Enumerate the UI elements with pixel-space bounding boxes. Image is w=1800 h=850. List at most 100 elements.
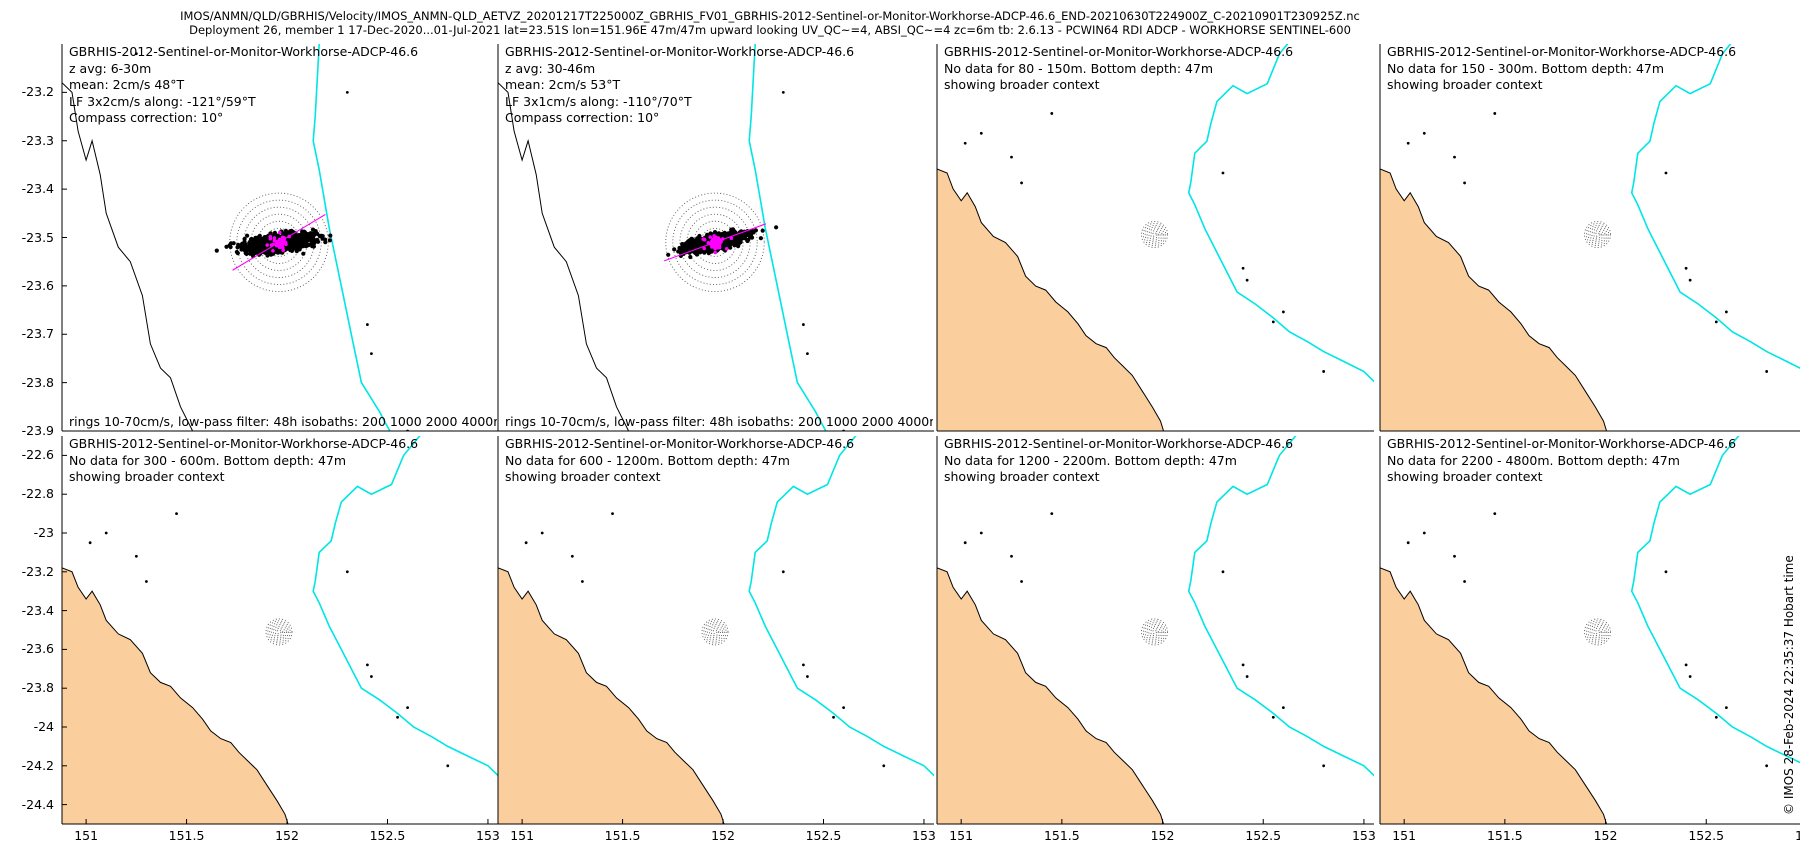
panel-8: GBRHIS-2012-Sentinel-or-Monitor-Workhors… (1379, 436, 1800, 843)
speed-ring-5 (705, 622, 725, 642)
island-8 (540, 531, 544, 535)
scatter-point (255, 239, 260, 244)
island-9 (144, 580, 148, 583)
scatter-point (688, 254, 693, 260)
scatter-point (725, 231, 730, 236)
x-tick-label: 152 (275, 828, 299, 843)
map-layer (498, 436, 934, 824)
scatter-point (666, 252, 671, 257)
speed-ring-5 (1144, 622, 1165, 642)
speed-ring-6 (1585, 222, 1610, 247)
y-tick-label: -23.9 (21, 423, 54, 438)
y-tick-label: -22.6 (21, 447, 54, 463)
island-0 (1406, 141, 1410, 145)
panel-info-line-1: No data for 80 - 150m. Bottom depth: 47m (944, 60, 1214, 76)
x-tick-label: 151 (1392, 828, 1417, 843)
island-3 (781, 90, 785, 94)
major-axis-line (232, 213, 326, 271)
y-tick-label: -23.4 (21, 602, 54, 618)
lowpass-point (278, 230, 282, 235)
island-9 (144, 115, 148, 118)
lowpass-point (701, 237, 705, 241)
island-10 (1245, 278, 1249, 282)
isobath-line (1630, 436, 1800, 764)
lowpass-point (272, 238, 277, 243)
y-tick-label: -23.5 (21, 229, 54, 245)
island-1 (1453, 554, 1456, 558)
x-tick-label: 151.5 (1043, 828, 1080, 843)
speed-ring-2 (274, 627, 284, 637)
island-2 (1493, 512, 1497, 515)
speed-ring-1 (1152, 232, 1157, 237)
panel-annotation: GBRHIS-2012-Sentinel-or-Monitor-Workhors… (69, 44, 418, 127)
panel-title: GBRHIS-2012-Sentinel-or-Monitor-Workhors… (69, 44, 419, 59)
scatter-point (244, 246, 249, 251)
island-8 (1422, 531, 1426, 535)
scatter-point (253, 236, 258, 241)
scatter-point (247, 243, 252, 248)
panel-3: GBRHIS-2012-Sentinel-or-Monitor-Workhors… (936, 44, 1374, 432)
panel-5: GBRHIS-2012-Sentinel-or-Monitor-Workhors… (22, 436, 500, 843)
speed-ring-5 (679, 206, 751, 278)
island-5 (406, 706, 409, 709)
panel-annotation: GBRHIS-2012-Sentinel-or-Monitor-Workhors… (1387, 436, 1736, 486)
x-tick-label: 152 (1150, 828, 1175, 843)
map-layer (1380, 44, 1800, 431)
speed-ring-1 (1152, 629, 1157, 635)
panel-title: GBRHIS-2012-Sentinel-or-Monitor-Workhors… (1387, 436, 1737, 451)
speed-ring-7 (1584, 221, 1611, 248)
isobath-line (312, 436, 498, 777)
scatter-point (738, 234, 743, 239)
scatter-point (738, 240, 743, 245)
lowpass-point (713, 246, 717, 251)
scatter-point (751, 230, 756, 235)
island-10 (1688, 675, 1692, 678)
speed-ring-2 (1150, 627, 1159, 637)
panel-annotation: GBRHIS-2012-Sentinel-or-Monitor-Workhors… (1387, 44, 1736, 94)
scatter-point (760, 228, 765, 233)
scatter-point (319, 233, 324, 238)
scatter-point (301, 251, 306, 256)
panel-title: GBRHIS-2012-Sentinel-or-Monitor-Workhors… (505, 44, 855, 59)
scatter-point (689, 242, 695, 247)
island-0 (963, 141, 967, 145)
speed-ring-1 (276, 629, 282, 635)
island-4 (1241, 266, 1245, 270)
speed-ring-5 (1144, 224, 1165, 245)
island-9 (1463, 580, 1466, 583)
panel-info-line-1: No data for 2200 - 4800m. Bottom depth: … (1387, 452, 1680, 468)
island-6 (1714, 715, 1718, 719)
scatter-point (672, 247, 677, 252)
y-tick-label: -23.2 (21, 84, 54, 100)
x-tick-label: 152.5 (369, 828, 406, 843)
lowpass-point (268, 234, 273, 239)
x-tick-label: 153 (1794, 828, 1800, 843)
island-5 (1724, 310, 1728, 314)
island-7 (1322, 370, 1326, 373)
island-3 (1221, 171, 1225, 175)
isobath-line (312, 44, 391, 431)
panel-footer: rings 10-70cm/s, low-pass filter: 48h is… (505, 414, 933, 429)
scatter-point (774, 225, 779, 230)
speed-ring-7 (1141, 221, 1168, 248)
scatter-point (284, 230, 289, 235)
speed-ring-6 (267, 620, 291, 644)
map-layer (62, 436, 498, 824)
speed-ring-6 (1585, 620, 1610, 644)
x-tick-label: 151.5 (168, 828, 205, 843)
scatter-point (224, 244, 229, 249)
y-tick-label: -23.6 (21, 277, 54, 293)
plot-area (497, 436, 934, 825)
x-tick-label: 152 (711, 828, 735, 843)
coastline-land (937, 168, 1165, 431)
plot-area (497, 44, 934, 432)
panel-info-line-1: No data for 600 - 1200m. Bottom depth: 4… (505, 452, 790, 468)
island-1 (1010, 554, 1013, 558)
island-6 (1271, 320, 1275, 324)
x-tick-label: 151 (949, 828, 974, 843)
island-5 (1281, 706, 1285, 709)
isobath-line (1630, 44, 1800, 369)
scatter-point (697, 233, 702, 239)
island-10 (1688, 278, 1692, 282)
scatter-point (294, 244, 299, 250)
